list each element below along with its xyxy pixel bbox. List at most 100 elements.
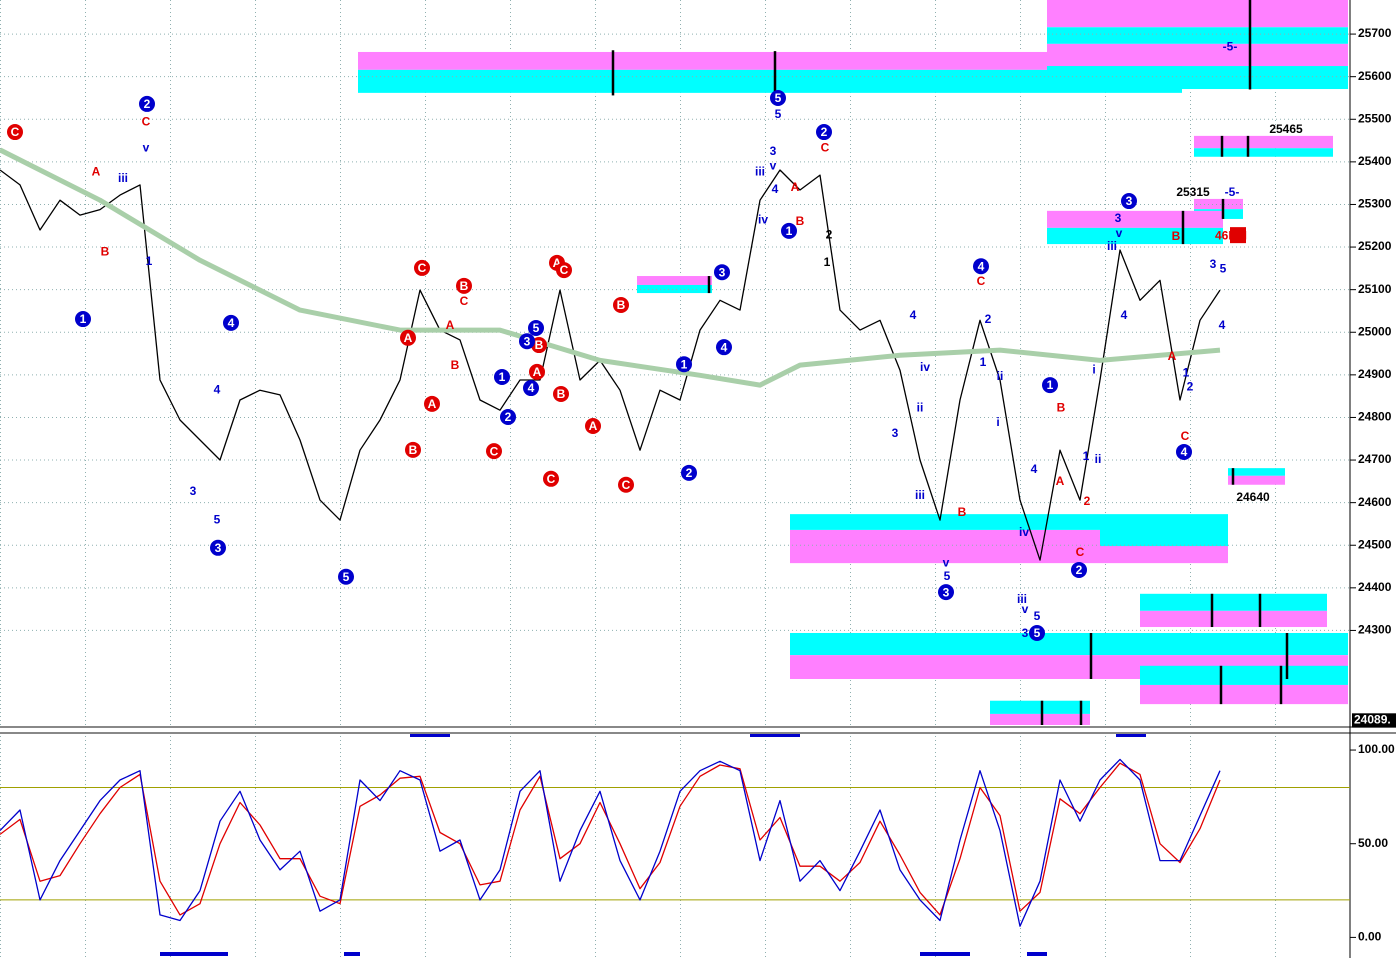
- wave-label: 2: [686, 466, 693, 480]
- wave-label: A: [446, 318, 455, 332]
- wave-label: 4: [721, 340, 728, 354]
- wave-label: 4: [228, 316, 235, 330]
- wave-label: 3: [524, 334, 531, 348]
- wave-label: 25315: [1176, 185, 1210, 199]
- wave-label: 2: [821, 125, 828, 139]
- wave-label: B: [796, 214, 805, 228]
- wave-marker: [618, 476, 634, 493]
- wave-marker: [486, 443, 502, 460]
- wave-marker: [613, 296, 629, 313]
- price-zone: [637, 276, 712, 285]
- wave-marker: [7, 124, 23, 141]
- wave-label: iii: [915, 488, 925, 502]
- wave-label: 3: [1126, 194, 1133, 208]
- wave-label: 5: [1220, 261, 1227, 275]
- last-price-label: 24089.: [1354, 712, 1391, 726]
- price-zone: [1228, 475, 1285, 485]
- y-tick-label: 24700: [1358, 452, 1392, 466]
- wave-label: 1: [1083, 449, 1090, 463]
- wave-label: 3: [770, 144, 777, 158]
- wave-marker: [405, 441, 421, 458]
- y-tick-label: 25400: [1358, 154, 1392, 168]
- wave-label: 2: [985, 312, 992, 326]
- wave-label: A: [404, 331, 413, 345]
- wave-marker: [716, 339, 732, 356]
- wave-label: B: [451, 358, 460, 372]
- wave-marker: [681, 464, 697, 481]
- wave-label: iv: [920, 360, 930, 374]
- wave-marker: [1121, 193, 1137, 210]
- wave-marker: [1029, 624, 1045, 641]
- wave-label: C: [977, 274, 986, 288]
- signal-bar: [344, 952, 360, 956]
- wave-marker: [528, 319, 544, 336]
- wave-marker: [210, 539, 226, 556]
- y-tick-label: 24600: [1358, 495, 1392, 509]
- wave-label: 4: [1181, 445, 1188, 459]
- time-grid: [0, 0, 1350, 725]
- wave-marker: [424, 395, 440, 412]
- wave-label: B: [101, 244, 110, 258]
- wave-label: 3: [1022, 626, 1029, 640]
- wave-label: 25465: [1269, 122, 1303, 136]
- signal-bar: [1116, 734, 1146, 737]
- wave-label: 2: [505, 410, 512, 424]
- wave-label: 4: [1031, 462, 1038, 476]
- price-zone: [637, 284, 712, 294]
- price-zone: [1194, 148, 1333, 157]
- wave-label: iii: [118, 171, 128, 185]
- price-zone: [1047, 0, 1348, 28]
- wave-marker: [139, 95, 155, 112]
- wave-label: 5: [533, 321, 540, 335]
- wave-label: 1: [786, 224, 793, 238]
- wave-label: 1: [80, 312, 87, 326]
- wave-label: 5: [944, 569, 951, 583]
- price-zone: [358, 51, 1182, 70]
- wave-label: -5-: [1225, 185, 1240, 199]
- alert-label: 46PTI: [1215, 228, 1247, 242]
- wave-label: B: [1057, 400, 1066, 414]
- time-grid: [0, 736, 1350, 958]
- wave-marker: [519, 333, 535, 350]
- price-zone: [358, 69, 1182, 93]
- wave-marker: [523, 380, 539, 397]
- wave-label: 5: [775, 107, 782, 121]
- price-line: [0, 169, 1221, 561]
- wave-label: A: [791, 180, 800, 194]
- wave-marker: [1071, 561, 1087, 578]
- wave-marker: [938, 584, 954, 601]
- wave-label: A: [428, 397, 437, 411]
- price-zone: [990, 713, 1090, 725]
- wave-label: C: [1181, 429, 1190, 443]
- wave-label: 1: [146, 254, 153, 268]
- wave-label: 5: [1034, 609, 1041, 623]
- price-zone: [1047, 227, 1223, 245]
- wave-label: B: [958, 505, 967, 519]
- wave-label: iv: [1019, 525, 1029, 539]
- wave-label: v: [1116, 226, 1123, 240]
- wave-label: 1: [681, 357, 688, 371]
- signal-bar: [160, 952, 228, 956]
- wave-label: B: [1172, 229, 1181, 243]
- wave-label: A: [553, 256, 562, 270]
- wave-label: 4: [910, 308, 917, 322]
- series-line: [0, 147, 1221, 388]
- y-tick-label: 100.00: [1358, 742, 1395, 756]
- signal-bar: [920, 952, 970, 956]
- wave-label: i: [1092, 362, 1095, 376]
- wave-label: B: [409, 443, 418, 457]
- wave-label: v: [143, 140, 150, 154]
- wave-marker: [714, 264, 730, 281]
- wave-label: C: [418, 261, 427, 275]
- wave-label: 1: [1047, 378, 1054, 392]
- wave-label: v: [770, 158, 777, 172]
- wave-marker: [338, 568, 354, 585]
- wave-label: B: [535, 338, 544, 352]
- wave-marker: [500, 409, 516, 426]
- y-tick-label: 24400: [1358, 580, 1392, 594]
- price-zone: [990, 700, 1090, 714]
- wave-label: 3: [190, 484, 197, 498]
- wave-marker: [816, 124, 832, 141]
- price-zone: [1047, 210, 1223, 228]
